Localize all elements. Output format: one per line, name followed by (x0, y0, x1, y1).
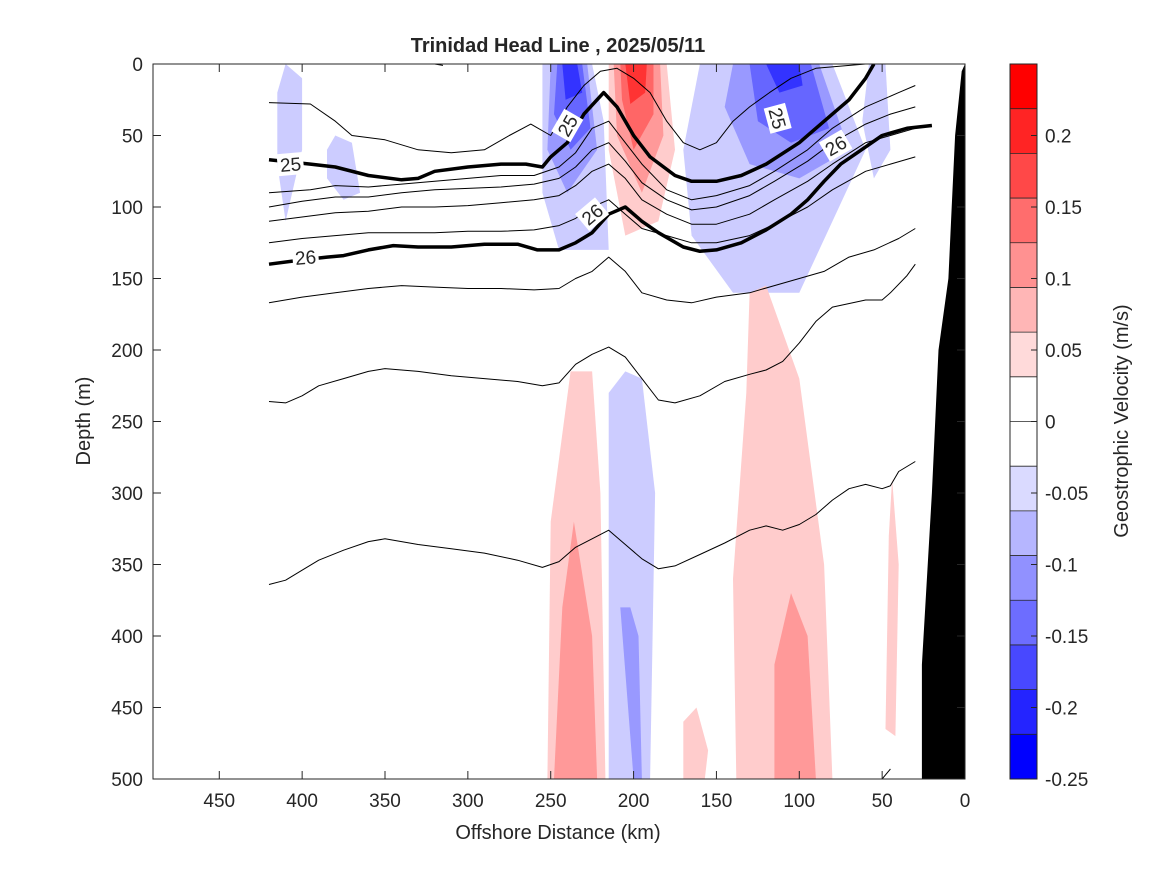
land-mask (921, 64, 965, 779)
x-tick-label: 100 (783, 791, 815, 812)
colorbar-swatch (1010, 376, 1037, 422)
velocity-patch (862, 64, 891, 179)
velocity-patch (885, 478, 899, 737)
y-tick-label: 500 (111, 770, 143, 791)
colorbar-swatch (1010, 644, 1037, 691)
colorbar-swatch (1010, 332, 1037, 378)
y-tick-label: 200 (111, 341, 143, 362)
contour-label-bg (291, 245, 320, 270)
x-tick-label: 150 (701, 791, 733, 812)
colorbar-tick-label: 0.15 (1045, 198, 1082, 219)
colorbar-tick-label: -0.05 (1045, 484, 1088, 505)
contour-label-text: 26 (294, 247, 317, 270)
density-contour-layer (268, 64, 933, 779)
velocity-patch (554, 521, 598, 779)
colorbar-swatch (1010, 689, 1037, 735)
x-tick-label: 350 (369, 791, 401, 812)
y-tick-label: 450 (111, 699, 143, 720)
density-contour (268, 127, 916, 225)
velocity-fill-layer (277, 64, 899, 779)
colorbar-swatch (1010, 510, 1037, 556)
x-tick-label: 200 (618, 791, 650, 812)
contour-label-bg (818, 129, 853, 162)
contour-label-bg (575, 197, 610, 231)
velocity-patch (774, 593, 816, 779)
velocity-patch (766, 64, 803, 93)
velocity-patch (608, 371, 656, 779)
contour-label-text: 25 (279, 154, 302, 177)
density-contour (423, 64, 444, 66)
x-tick-label: 450 (203, 791, 235, 812)
y-tick-label: 250 (111, 413, 143, 434)
contour-label-bg (276, 152, 305, 177)
colorbar-tick-label: -0.15 (1045, 627, 1088, 648)
x-tick-label: 0 (960, 791, 971, 812)
density-contour (881, 768, 891, 779)
x-axis: 450 400 350 300 250 200 150 100 50 0 (203, 64, 970, 812)
contour-label: 25 (763, 102, 792, 134)
velocity-patch (620, 607, 642, 779)
density-contour-bold (268, 123, 933, 266)
colorbar-swatch (1010, 153, 1037, 199)
density-contour (268, 106, 916, 211)
x-tick-label: 300 (452, 791, 484, 812)
colorbar-swatch (1010, 287, 1037, 333)
velocity-patch (683, 707, 709, 779)
y-tick-label: 300 (111, 484, 143, 505)
colorbar-swatch (1010, 600, 1037, 646)
y-tick-label: 0 (132, 55, 143, 76)
density-contour (268, 228, 916, 304)
y-tick-label: 350 (111, 556, 143, 577)
colorbar-tick-label: -0.25 (1045, 770, 1088, 791)
colorbar-tick-label: 0.05 (1045, 341, 1082, 362)
land-mask-layer (921, 64, 965, 779)
colorbar-tick-label: -0.1 (1045, 556, 1078, 577)
y-tick-label: 400 (111, 627, 143, 648)
velocity-patch (625, 64, 647, 104)
colorbar-tick-label: 0 (1045, 413, 1056, 434)
density-contour (268, 64, 899, 154)
y-tick-label: 100 (111, 198, 143, 219)
contour-label-bg (763, 102, 792, 134)
contour-label-bg (551, 108, 584, 143)
y-tick-label: 50 (122, 127, 143, 148)
x-tick-label: 50 (872, 791, 893, 812)
colorbar-swatch (1010, 242, 1037, 288)
density-contour (268, 263, 916, 404)
colorbar-swatch (1010, 108, 1037, 154)
colorbar-tick-label: -0.2 (1045, 699, 1078, 720)
colorbar: 0.2 0.15 0.1 0.05 0 -0.05 -0.1 -0.15 -0.2 -0.25 (1009, 63, 1088, 791)
contour-label: 25 (276, 152, 305, 177)
x-tick-label: 250 (535, 791, 567, 812)
density-contour (268, 85, 916, 201)
colorbar-swatch (1010, 734, 1037, 780)
colorbar-swatch (1010, 198, 1037, 244)
colorbar-label: Geostrophic Velocity (m/s) (1111, 304, 1133, 537)
x-axis-label: Offshore Distance (km) (455, 822, 660, 844)
density-contour (268, 156, 916, 244)
contour-label: 26 (291, 245, 320, 270)
density-contour (268, 461, 916, 585)
colorbar-swatch (1010, 555, 1037, 601)
y-tick-label: 150 (111, 270, 143, 291)
density-contour-bold (268, 64, 876, 184)
y-axis-label: Depth (m) (73, 377, 95, 466)
velocity-patch (562, 64, 583, 100)
y-axis: 0 50 100 150 200 250 300 350 400 450 500 (111, 55, 965, 791)
colorbar-tick-label: 0.1 (1045, 270, 1071, 291)
colorbar-swatch (1010, 64, 1037, 110)
colorbar-swatch (1010, 466, 1037, 512)
colorbar-tick-label: 0.2 (1045, 127, 1071, 148)
colorbar-swatch (1010, 421, 1037, 467)
x-tick-label: 400 (286, 791, 318, 812)
chart-title: Trinidad Head Line , 2025/05/11 (411, 35, 706, 57)
